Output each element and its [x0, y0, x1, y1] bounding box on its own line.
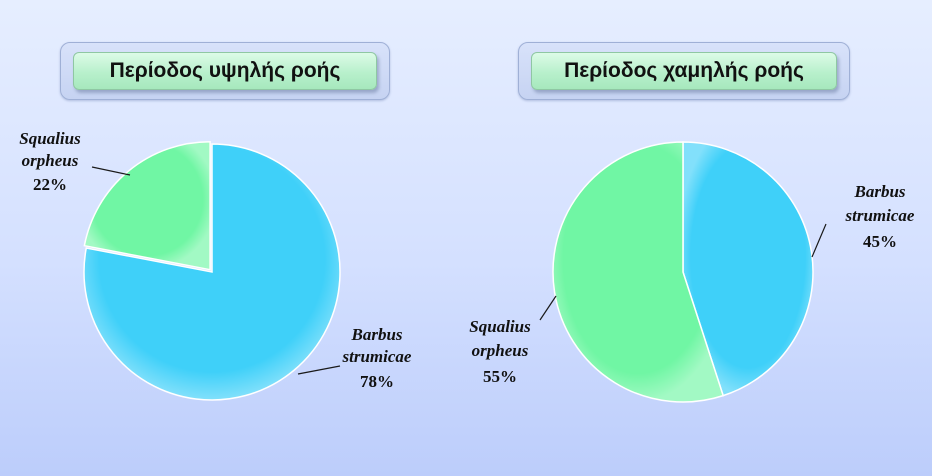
pie-slice-shine-squalius-low: [553, 142, 724, 403]
label-barbus-pct-high: 78%: [360, 372, 394, 391]
label-squalius-line2-high: orpheus: [22, 151, 79, 170]
label-barbus-pct-low: 45%: [863, 232, 897, 251]
label-squalius-pct-low: 55%: [483, 367, 517, 386]
label-squalius-pct-high: 22%: [33, 175, 67, 194]
label-squalius-line1-high: Squalius: [19, 129, 81, 148]
chart-title-low-flow: Περίοδος χαμηλής ροής: [531, 52, 837, 90]
chart-title-high-flow: Περίοδος υψηλής ροής: [73, 52, 377, 90]
leader-line-squalius-high: [91, 166, 131, 176]
chart-title-frame-low-flow: Περίοδος χαμηλής ροής: [518, 42, 850, 100]
label-barbus-line1-low: Barbus: [853, 182, 905, 201]
pie-low-flow: Barbus strumicae 45% Squalius orpheus 55…: [469, 141, 915, 403]
pie-slice-shine-barbus-high: [84, 144, 341, 400]
label-barbus-line1-high: Barbus: [350, 325, 402, 344]
label-squalius-line1-low: Squalius: [469, 317, 531, 336]
pie-slice-shine-barbus-low: [683, 142, 814, 396]
label-squalius-line2-low: orpheus: [472, 341, 529, 360]
pie-high-flow: Squalius orpheus 22% Barbus strumicae 78…: [19, 129, 412, 401]
label-barbus-line2-high: strumicae: [342, 347, 412, 366]
pie-slice-shine-squalius-high: [84, 141, 211, 270]
leader-line-squalius-low: [539, 295, 557, 321]
leader-line-barbus-high: [297, 365, 341, 375]
chart-title-frame-high-flow: Περίοδος υψηλής ροής: [60, 42, 390, 100]
leader-line-barbus-low: [811, 223, 827, 258]
label-barbus-line2-low: strumicae: [845, 206, 915, 225]
